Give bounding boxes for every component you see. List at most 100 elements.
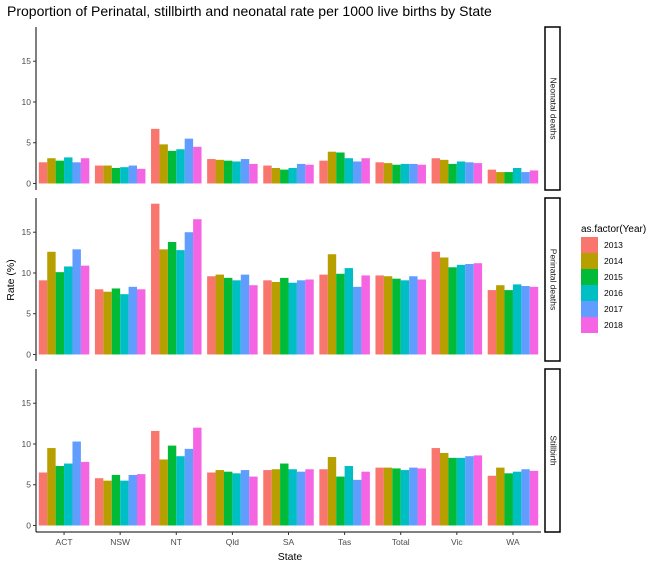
- bar: [409, 276, 418, 355]
- bar: [487, 475, 497, 526]
- y-tick-label: 15: [22, 398, 32, 408]
- bar: [336, 273, 345, 355]
- bar: [496, 285, 505, 355]
- bar: [80, 461, 90, 526]
- y-tick-label: 10: [22, 97, 32, 107]
- bar: [400, 470, 410, 526]
- bar: [521, 172, 530, 184]
- facet-strip-label: Neonatal deaths: [548, 78, 558, 140]
- bar: [263, 470, 272, 526]
- bar: [167, 445, 177, 526]
- bar: [249, 163, 258, 184]
- bar: [417, 279, 426, 355]
- bar: [361, 275, 370, 355]
- x-tick-label: WA: [506, 537, 520, 547]
- bar: [400, 163, 410, 184]
- bar: [207, 276, 216, 355]
- bar: [496, 467, 505, 526]
- bar: [440, 452, 449, 526]
- bar: [361, 158, 370, 184]
- bar: [193, 427, 202, 526]
- bar: [151, 128, 160, 184]
- y-tick-label: 0: [26, 520, 31, 530]
- y-axis-title: Rate (%): [5, 259, 17, 300]
- bar: [72, 249, 81, 355]
- bar: [504, 473, 513, 526]
- bar: [94, 289, 104, 355]
- bar: [465, 456, 474, 526]
- legend-label: 2013: [604, 240, 623, 250]
- facet-strip-label: Stillbirth: [548, 435, 558, 466]
- y-tick-label: 0: [26, 178, 31, 188]
- bar: [521, 469, 530, 526]
- bar: [271, 281, 281, 355]
- bar: [409, 163, 418, 184]
- legend-label: 2018: [604, 320, 623, 330]
- bar: [383, 276, 393, 355]
- bar: [159, 144, 168, 184]
- bar: [305, 164, 314, 184]
- bar: [353, 161, 362, 184]
- bar: [151, 203, 160, 355]
- bar: [353, 479, 362, 526]
- bar: [120, 480, 129, 526]
- bar: [137, 474, 146, 526]
- legend-swatch: [581, 269, 598, 285]
- bar: [375, 162, 384, 184]
- bar: [473, 263, 483, 355]
- panel-0: 0 5 10 15 Neonatal deaths: [22, 26, 561, 191]
- bar: [137, 168, 146, 184]
- facet-strip-label: Perinatal deaths: [548, 249, 558, 310]
- bar: [193, 146, 202, 184]
- x-tick-label: ACT: [56, 537, 73, 547]
- bar: [103, 480, 112, 526]
- y-tick-label: 15: [22, 227, 32, 237]
- bar: [167, 150, 177, 184]
- bar: [159, 249, 168, 355]
- bar: [64, 157, 73, 184]
- legend-label: 2017: [604, 304, 623, 314]
- bar: [383, 163, 393, 184]
- bar: [176, 456, 185, 526]
- bar: [111, 167, 121, 184]
- bar: [80, 158, 90, 184]
- bar: [353, 286, 362, 355]
- bar: [319, 160, 328, 184]
- bar: [383, 467, 393, 526]
- bar: [103, 165, 112, 184]
- bar: [473, 163, 483, 184]
- bar: [94, 165, 104, 184]
- bar: [47, 251, 56, 355]
- bar: [361, 471, 370, 526]
- bar: [456, 264, 466, 355]
- bar: [120, 294, 129, 355]
- facet-strip: [544, 26, 561, 191]
- bar: [159, 459, 168, 526]
- bar: [305, 279, 314, 355]
- bar: [448, 457, 457, 526]
- bar: [392, 278, 401, 355]
- bar: [184, 138, 194, 184]
- bar: [215, 159, 224, 184]
- panel-1: 0 5 10 15 Perinatal deaths: [22, 197, 561, 362]
- bar: [55, 465, 65, 526]
- bar: [249, 285, 258, 355]
- bar: [249, 476, 258, 526]
- bar: [64, 463, 73, 526]
- bar: [137, 289, 146, 355]
- bar: [431, 251, 440, 355]
- bar: [417, 164, 426, 184]
- bar: [440, 159, 449, 184]
- y-tick-label: 5: [26, 309, 31, 319]
- bar: [327, 151, 337, 184]
- bar: [296, 280, 306, 355]
- panels: 0 5 10 15 Neonatal deaths 0 5 10 15 Perinatal dea…: [22, 26, 561, 533]
- bar: [47, 158, 56, 184]
- bar: [431, 158, 440, 184]
- bar: [529, 286, 539, 355]
- panel-2: 0 5 10 15 Stillbirth: [22, 368, 561, 533]
- x-tick-label: Qld: [226, 537, 240, 547]
- y-tick-label: 5: [26, 480, 31, 490]
- facet-strip: [544, 368, 561, 533]
